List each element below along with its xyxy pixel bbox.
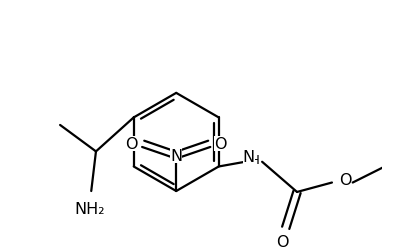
Text: N: N bbox=[243, 149, 255, 164]
Text: O: O bbox=[126, 137, 138, 152]
Text: O: O bbox=[214, 137, 227, 152]
Text: N: N bbox=[170, 148, 182, 163]
Text: NH₂: NH₂ bbox=[74, 201, 105, 216]
Text: O: O bbox=[339, 172, 351, 188]
Text: O: O bbox=[275, 234, 288, 250]
Text: H: H bbox=[250, 154, 259, 167]
